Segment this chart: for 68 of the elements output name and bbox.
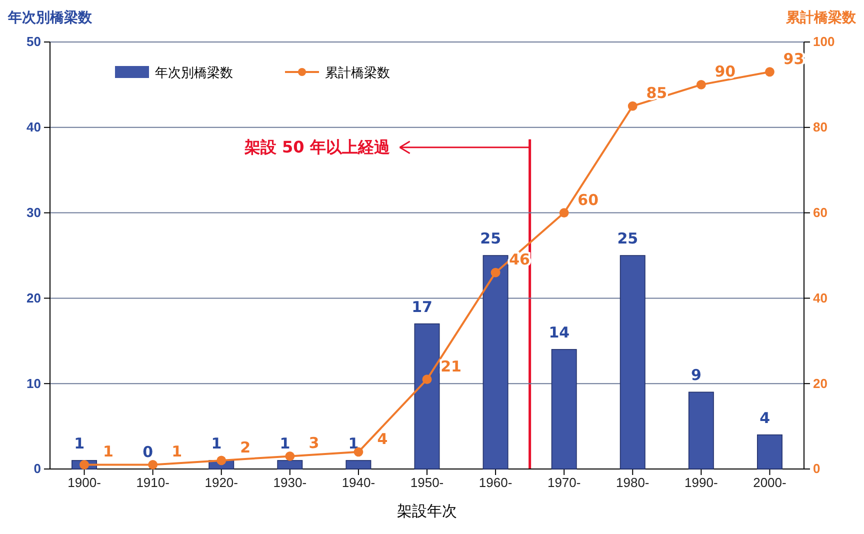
y2-tick-label: 100	[813, 34, 835, 50]
x-tick-label: 1970-	[547, 475, 581, 490]
data-label: 14	[548, 323, 570, 342]
data-label: 1	[211, 434, 222, 452]
point	[354, 447, 364, 457]
x-tick-label: 1990-	[684, 475, 718, 490]
x-tick-label: 1930-	[273, 475, 307, 490]
y2-tick-label: 60	[813, 204, 828, 220]
bar	[346, 460, 372, 470]
bar	[414, 323, 440, 470]
bar	[620, 255, 646, 470]
y-axis-title: 年次別橋梁数	[7, 9, 93, 26]
legend-label: 年次別橋梁数	[155, 65, 233, 81]
bar	[688, 392, 714, 470]
x-tick-label: 1960-	[478, 475, 512, 490]
point	[148, 460, 158, 470]
y-tick-label: 0	[34, 461, 41, 476]
point	[765, 67, 774, 77]
data-label: 1	[103, 442, 114, 461]
y2-tick-label: 40	[813, 290, 828, 306]
data-label: 25	[480, 230, 502, 248]
data-label: 2	[240, 438, 251, 456]
bar	[551, 349, 577, 470]
data-label: 17	[412, 298, 432, 316]
data-label: 0	[142, 443, 154, 461]
point	[80, 460, 89, 470]
x-tick-label: 1910-	[136, 475, 170, 490]
x-tick-label: 1920-	[204, 475, 238, 490]
y-tick-label: 40	[26, 120, 41, 135]
x-tick-label: 2000-	[753, 475, 786, 490]
data-label: 3	[308, 434, 320, 452]
bar	[756, 434, 782, 470]
point	[696, 80, 706, 90]
y2-tick-label: 20	[813, 376, 828, 391]
ref-line-label: 架設 50 年以上経過	[243, 137, 391, 156]
data-label: 9	[691, 366, 702, 384]
y2-axis-title: 累計橋梁数	[785, 9, 857, 26]
data-label: 93	[783, 50, 804, 68]
data-label: 90	[714, 62, 736, 81]
x-tick-label: 1900-	[68, 475, 101, 490]
point	[216, 456, 226, 466]
data-label: 1	[348, 434, 359, 452]
data-label: 1	[280, 434, 290, 452]
x-tick-label: 1980-	[616, 475, 650, 490]
data-label: 4	[760, 408, 770, 427]
y-tick-label: 10	[26, 376, 41, 391]
point	[559, 208, 569, 218]
legend-label: 累計橋梁数	[325, 65, 390, 81]
y2-tick-label: 80	[813, 120, 828, 135]
y2-tick-label: 0	[813, 461, 820, 476]
y-tick-label: 50	[26, 34, 41, 50]
data-label: 1	[74, 434, 85, 452]
data-label: 21	[440, 357, 462, 376]
point	[490, 268, 500, 278]
bar	[277, 460, 303, 470]
x-tick-label: 1940-	[342, 475, 376, 490]
data-label: 25	[617, 230, 638, 248]
bar	[482, 255, 508, 470]
y-tick-label: 30	[26, 204, 41, 220]
data-label: 1	[172, 442, 182, 461]
data-label: 4	[377, 430, 388, 448]
data-label: 60	[578, 190, 599, 209]
y-tick-label: 20	[26, 290, 41, 306]
point	[285, 451, 295, 461]
x-tick-label: 1950-	[410, 475, 444, 490]
point	[628, 101, 638, 111]
point	[422, 374, 432, 384]
x-axis-title: 架設年次	[397, 502, 457, 520]
